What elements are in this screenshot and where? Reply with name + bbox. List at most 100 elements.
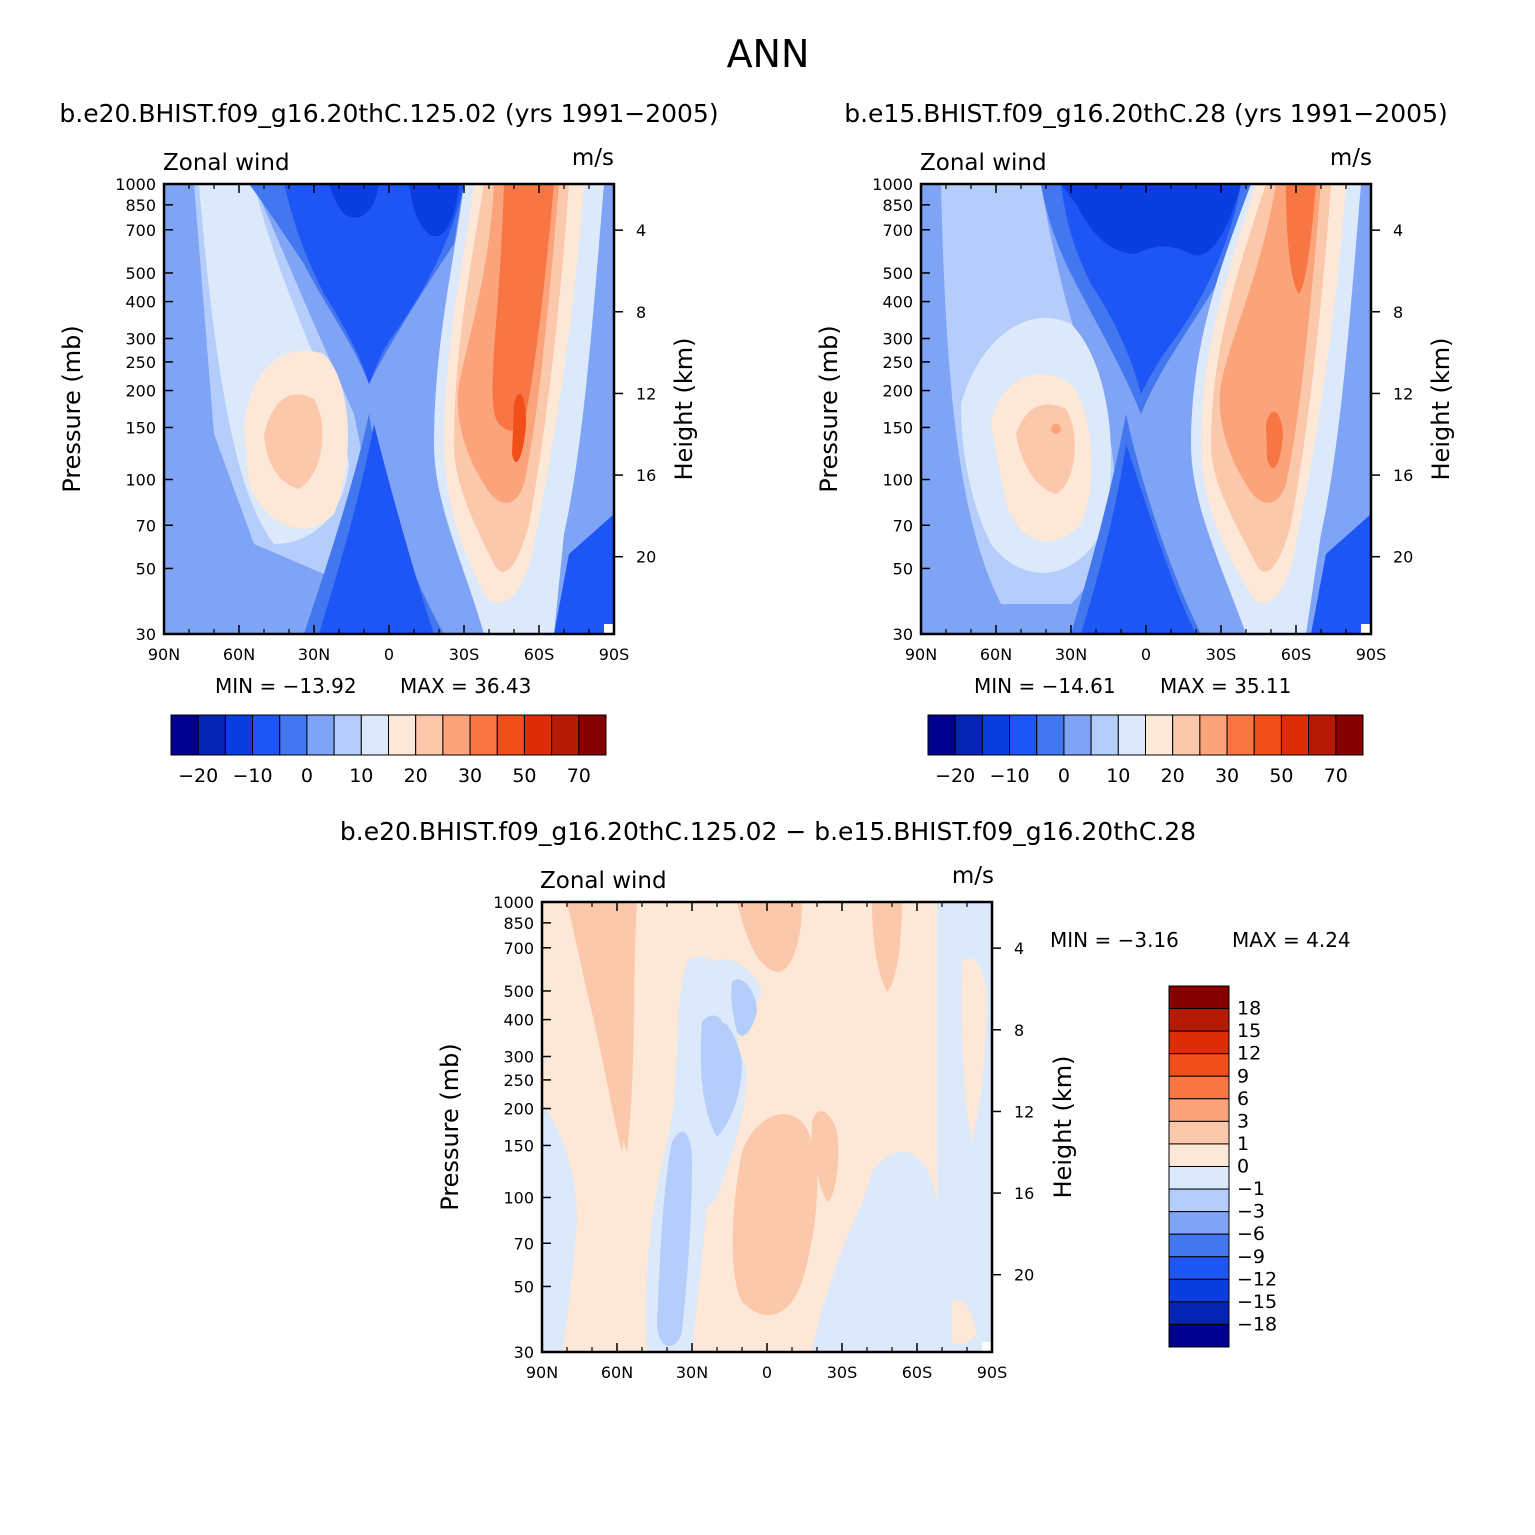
variable-label: Zonal wind bbox=[163, 150, 290, 176]
y2-tick-label: 20 bbox=[1014, 1266, 1034, 1285]
colorbar-label: −9 bbox=[1237, 1246, 1265, 1268]
y-tick-label: 500 bbox=[882, 264, 913, 283]
y-tick-label: 200 bbox=[503, 1100, 534, 1119]
max-value: MAX = 35.11 bbox=[1160, 674, 1291, 698]
min-value: MIN = −14.61 bbox=[974, 674, 1116, 698]
colorbar-label: 10 bbox=[349, 765, 373, 787]
y-tick-label: 850 bbox=[882, 196, 913, 215]
units-label: m/s bbox=[572, 145, 614, 171]
colorbar-label: 3 bbox=[1237, 1110, 1249, 1132]
y-tick-label: 300 bbox=[882, 330, 913, 349]
y-tick-label: 70 bbox=[514, 1234, 534, 1253]
y2-tick-label: 4 bbox=[1393, 221, 1403, 240]
colorbar-swatch bbox=[252, 714, 281, 756]
colorbar-swatch bbox=[306, 714, 335, 756]
x-tick-label: 30N bbox=[298, 645, 330, 664]
colorbar-swatch bbox=[279, 714, 308, 756]
min-value: MIN = −13.92 bbox=[215, 674, 357, 698]
colorbar-label: 9 bbox=[1237, 1065, 1249, 1087]
y2-tick-label: 16 bbox=[1014, 1184, 1034, 1203]
colorbar-label: 0 bbox=[301, 765, 313, 787]
y2-tick-label: 4 bbox=[1014, 939, 1024, 958]
y-tick-label: 500 bbox=[503, 982, 534, 1001]
x-tick-label: 90S bbox=[977, 1363, 1008, 1382]
colorbar-swatch bbox=[927, 714, 956, 756]
contour-field bbox=[540, 900, 994, 1354]
y-tick-label: 700 bbox=[503, 939, 534, 958]
x-tick-label: 60N bbox=[601, 1363, 633, 1382]
y-tick-label: 30 bbox=[514, 1343, 534, 1362]
y-tick-label: 200 bbox=[125, 382, 156, 401]
y-axis-label: Pressure (mb) bbox=[58, 325, 86, 492]
y-tick-label: 150 bbox=[503, 1136, 534, 1155]
y2-tick-label: 4 bbox=[636, 221, 646, 240]
y-tick-label: 200 bbox=[882, 382, 913, 401]
figure-title: ANN bbox=[727, 32, 810, 76]
y2-tick-label: 12 bbox=[1393, 384, 1413, 403]
y-tick-label: 50 bbox=[514, 1277, 534, 1296]
colorbar-swatch bbox=[1090, 714, 1119, 756]
x-tick-label: 60S bbox=[902, 1363, 933, 1382]
y-tick-label: 700 bbox=[125, 221, 156, 240]
units-label: m/s bbox=[952, 863, 994, 889]
x-tick-label: 90N bbox=[148, 645, 180, 664]
colorbar-swatch bbox=[1063, 714, 1092, 756]
y-tick-label: 300 bbox=[503, 1048, 534, 1067]
y-tick-label: 100 bbox=[125, 470, 156, 489]
colorbar-label: −20 bbox=[935, 765, 975, 787]
x-tick-label: 30S bbox=[1206, 645, 1237, 664]
y2-axis-label: Height (km) bbox=[1427, 338, 1455, 481]
colorbar-swatch bbox=[224, 714, 254, 756]
y-tick-label: 1000 bbox=[115, 175, 156, 194]
colorbar-swatch bbox=[1280, 714, 1310, 756]
colorbar-swatch bbox=[496, 714, 525, 756]
x-tick-label: 90S bbox=[1356, 645, 1387, 664]
colorbar-label: −20 bbox=[178, 765, 218, 787]
y2-axis-label: Height (km) bbox=[1049, 1056, 1077, 1199]
y-tick-label: 30 bbox=[136, 625, 156, 644]
colorbar-swatch bbox=[1117, 714, 1146, 756]
x-tick-label: 30N bbox=[676, 1363, 708, 1382]
colorbar-swatch bbox=[1145, 714, 1174, 756]
y-tick-label: 300 bbox=[125, 330, 156, 349]
y-tick-label: 50 bbox=[893, 559, 913, 578]
y-tick-label: 70 bbox=[136, 516, 156, 535]
colorbar-label: 30 bbox=[1215, 765, 1239, 787]
y-tick-label: 400 bbox=[503, 1011, 534, 1030]
colorbar-swatch bbox=[1168, 1030, 1230, 1055]
colorbar-label: 1 bbox=[1237, 1133, 1249, 1155]
y-tick-label: 850 bbox=[125, 196, 156, 215]
y-tick-label: 100 bbox=[882, 470, 913, 489]
y-tick-label: 400 bbox=[882, 293, 913, 312]
colorbar-swatch bbox=[1168, 985, 1230, 1010]
x-tick-label: 90S bbox=[599, 645, 630, 664]
colorbar-label: 20 bbox=[404, 765, 428, 787]
colorbar-swatch bbox=[1168, 1211, 1230, 1235]
panel-title: b.e20.BHIST.f09_g16.20thC.125.02 (yrs 19… bbox=[59, 99, 718, 128]
x-tick-label: 90N bbox=[905, 645, 937, 664]
colorbar-swatch bbox=[1168, 1053, 1230, 1077]
contour-field bbox=[919, 182, 1373, 636]
colorbar-swatch bbox=[1168, 1233, 1230, 1258]
y-axis-label: Pressure (mb) bbox=[436, 1043, 464, 1210]
colorbar-label: 12 bbox=[1237, 1043, 1261, 1065]
x-tick-label: 30N bbox=[1055, 645, 1087, 664]
colorbar-label: −18 bbox=[1237, 1313, 1277, 1335]
colorbar-swatch bbox=[981, 714, 1011, 756]
colorbar-swatch bbox=[360, 714, 389, 756]
x-tick-label: 0 bbox=[762, 1363, 772, 1382]
y-tick-label: 100 bbox=[503, 1188, 534, 1207]
y-tick-label: 700 bbox=[882, 221, 913, 240]
colorbar-swatch bbox=[1172, 714, 1201, 756]
colorbar-label: 50 bbox=[512, 765, 536, 787]
colorbar-swatch bbox=[954, 714, 983, 756]
y-tick-label: 400 bbox=[125, 293, 156, 312]
y2-tick-label: 8 bbox=[1014, 1021, 1024, 1040]
colorbar-swatch bbox=[1168, 1323, 1230, 1348]
panel-difference: b.e20.BHIST.f09_g16.20thC.125.02 − b.e15… bbox=[340, 817, 1351, 1382]
x-tick-label: 30S bbox=[827, 1363, 858, 1382]
colorbar-swatch bbox=[1168, 1120, 1230, 1145]
y2-tick-label: 8 bbox=[1393, 303, 1403, 322]
colorbar-label: 6 bbox=[1237, 1088, 1249, 1110]
